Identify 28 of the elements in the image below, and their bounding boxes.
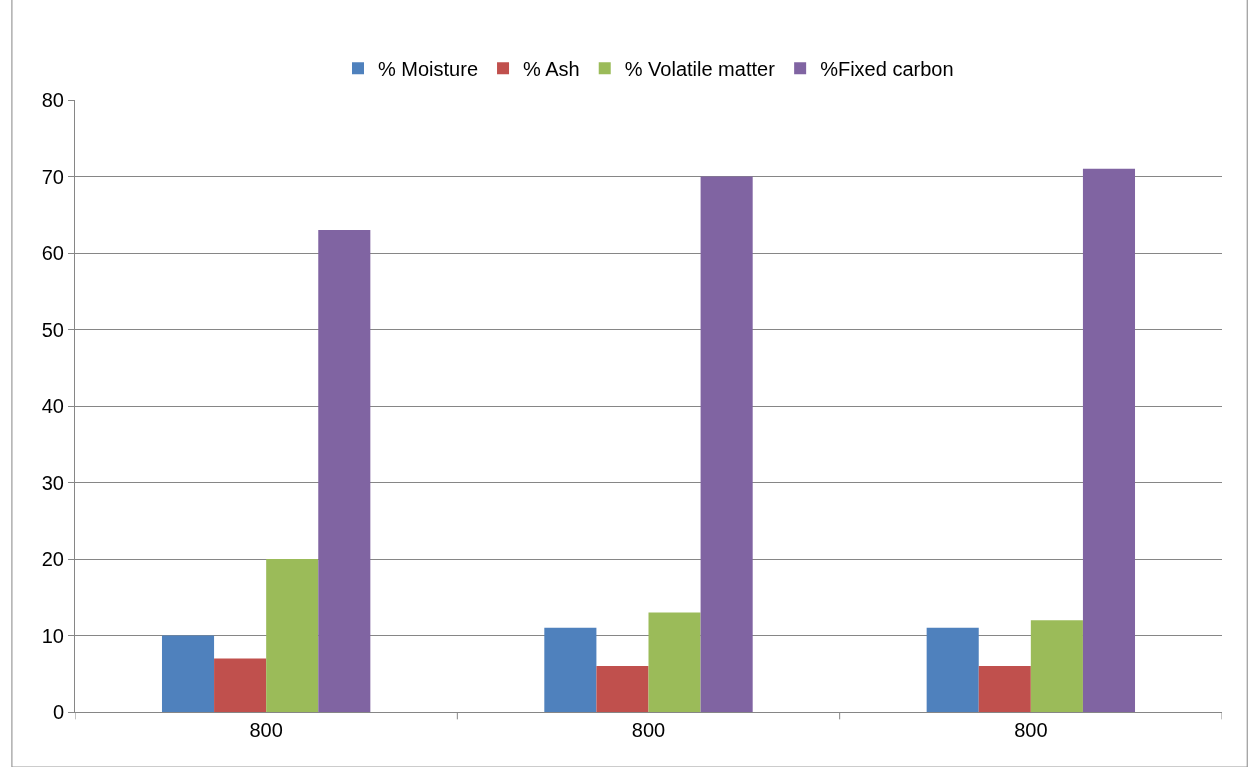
bar <box>318 230 371 712</box>
y-tick-label: 50 <box>41 318 64 341</box>
y-tick-label: 80 <box>41 89 64 111</box>
bar <box>648 612 701 712</box>
bar <box>1030 620 1083 712</box>
y-tick-label: 40 <box>41 395 64 417</box>
y-tick-label: 70 <box>41 165 64 188</box>
x-tick-label: 800 <box>1014 719 1048 741</box>
bar <box>978 666 1031 712</box>
legend-label: % Volatile matter <box>624 58 776 81</box>
x-tick-label: 800 <box>631 719 666 741</box>
legend-label: %Fixed carbon <box>820 58 954 81</box>
bar <box>161 635 215 712</box>
bar <box>926 627 979 712</box>
y-tick-label: 20 <box>41 548 64 570</box>
legend-label: % Ash <box>523 58 580 81</box>
y-tick-label: 30 <box>41 471 64 494</box>
x-tick-label: 800 <box>249 719 283 741</box>
bar <box>544 627 597 712</box>
bar <box>596 666 649 712</box>
bar <box>214 658 267 712</box>
bar <box>700 176 753 712</box>
bar <box>266 559 319 712</box>
bar <box>1082 168 1136 712</box>
y-tick-label: 0 <box>52 701 64 723</box>
y-tick-label: 60 <box>41 242 64 264</box>
y-tick-label: 10 <box>41 624 64 647</box>
legend-label: % Moisture <box>378 58 479 81</box>
